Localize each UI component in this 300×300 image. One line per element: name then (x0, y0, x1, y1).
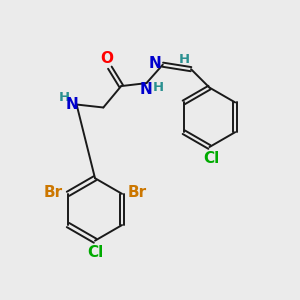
Text: O: O (100, 51, 113, 66)
Text: N: N (140, 82, 152, 97)
Text: N: N (66, 97, 79, 112)
Text: Br: Br (127, 185, 146, 200)
Text: Cl: Cl (203, 151, 219, 166)
Text: H: H (58, 92, 70, 104)
Text: H: H (179, 53, 190, 66)
Text: H: H (153, 81, 164, 94)
Text: Br: Br (44, 185, 63, 200)
Text: N: N (149, 56, 162, 71)
Text: Cl: Cl (87, 245, 103, 260)
